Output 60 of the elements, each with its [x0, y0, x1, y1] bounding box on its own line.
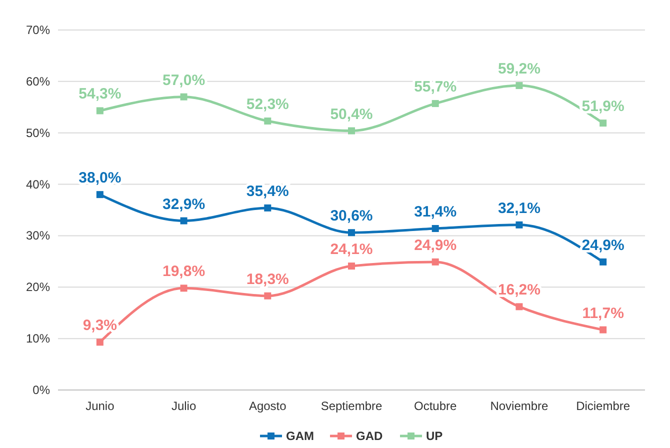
legend-label: UP [426, 429, 443, 443]
y-tick-label: 60% [26, 74, 50, 88]
data-label: 57,0% [162, 72, 206, 89]
x-tick-label: Julio [171, 399, 196, 413]
point [516, 82, 523, 90]
data-label: 24,9% [582, 236, 624, 254]
data-label: 35,4% [246, 182, 289, 200]
data-label: 50,4% [330, 106, 373, 123]
point [348, 229, 355, 236]
point [516, 303, 523, 310]
legend-label: GAM [286, 429, 314, 443]
point [96, 338, 104, 346]
y-tick-label: 40% [26, 177, 50, 192]
legend-label: GAD [356, 429, 383, 443]
point [348, 262, 355, 270]
point [96, 107, 104, 114]
data-label: 24,1% [330, 241, 373, 258]
point [432, 225, 439, 232]
data-label: 32,1% [498, 200, 540, 217]
x-tick-label: Agosto [248, 399, 287, 413]
data-label: 9,3% [82, 317, 118, 334]
x-tick-label: Noviembre [490, 399, 549, 413]
point [264, 204, 272, 212]
x-tick-label: Junio [86, 399, 115, 413]
data-label: 51,9% [582, 98, 624, 116]
data-label: 52,3% [246, 96, 289, 114]
data-label: 30,6% [330, 208, 373, 225]
y-tick-label: 10% [26, 332, 50, 346]
point [432, 258, 439, 266]
y-tick-label: 0% [32, 383, 50, 397]
data-label: 16,2% [498, 282, 540, 299]
point [600, 326, 607, 334]
point [600, 120, 607, 127]
point [432, 100, 439, 108]
x-tick-label: Octubre [414, 399, 458, 413]
data-label: 11,7% [582, 304, 624, 322]
data-label: 18,3% [246, 270, 289, 288]
data-label: 54,3% [78, 86, 122, 103]
x-tick-label: Septiembre [320, 399, 383, 413]
point [600, 258, 607, 266]
y-tick-label: 50% [26, 126, 50, 140]
y-tick-label: 30% [26, 228, 50, 243]
point [264, 292, 272, 300]
y-tick-label: 70% [26, 23, 50, 37]
point [180, 93, 188, 100]
data-label: 31,4% [414, 204, 457, 221]
point [348, 127, 355, 134]
data-label: 38,0% [78, 170, 122, 187]
data-label: 19,8% [162, 263, 206, 280]
point [96, 191, 104, 198]
point [180, 284, 188, 292]
point [180, 217, 188, 224]
data-label: 24,9% [414, 236, 457, 254]
point [516, 221, 523, 228]
y-tick-label: 20% [26, 280, 50, 294]
data-label: 59,2% [498, 60, 540, 78]
x-tick-label: Diciembre [576, 399, 630, 413]
data-label: 32,9% [162, 196, 206, 213]
data-label: 55,7% [414, 78, 457, 96]
point [264, 118, 272, 125]
